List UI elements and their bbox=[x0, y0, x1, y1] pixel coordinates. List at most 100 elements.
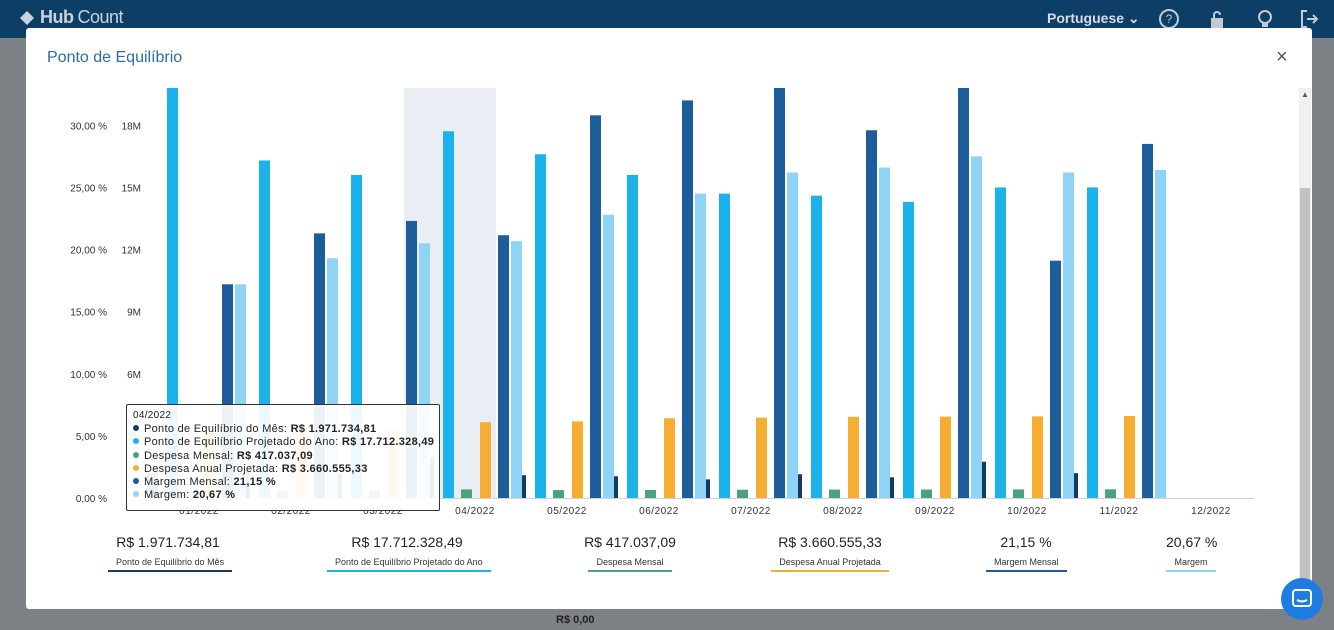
scrollbar-thumb[interactable] bbox=[1300, 188, 1310, 609]
bar-ponto-de-equil-brio-projetado-do-ano-7 bbox=[811, 195, 822, 499]
summary-label: Margem Mensal bbox=[986, 553, 1067, 572]
lock-icon[interactable] bbox=[1206, 8, 1228, 30]
bar-ponto-de-equil-brio-projetado-do-ano-10 bbox=[1087, 187, 1098, 499]
chat-button[interactable] bbox=[1281, 578, 1323, 620]
bar-despesa-mensal-4 bbox=[553, 490, 564, 498]
bar-margem-3 bbox=[511, 241, 522, 498]
bar-margem-mensal-0 bbox=[222, 284, 233, 498]
bar-despesa-anual-projetada-10 bbox=[1124, 416, 1135, 498]
y-left-tick-label: 25,00 % bbox=[70, 183, 107, 194]
bar-margem-2 bbox=[419, 243, 430, 498]
x-tick-label: 09/2022 bbox=[915, 506, 955, 517]
tooltip-row: Margem: 20,67 % bbox=[133, 489, 433, 502]
legend-dot-icon bbox=[133, 425, 139, 431]
bar-margem-6 bbox=[787, 172, 798, 498]
summary-label: Margem bbox=[1166, 553, 1216, 572]
y-right-tick-label: 9M bbox=[127, 308, 141, 319]
bar-ponto-de-equil-brio-projetado-do-ano-4 bbox=[535, 154, 546, 498]
tooltip-row: Margem Mensal: 21,15 % bbox=[133, 476, 433, 489]
x-tick-label: 08/2022 bbox=[823, 506, 863, 517]
bar-margem-mensal-9 bbox=[1050, 260, 1061, 498]
tooltip-row-label: Margem: bbox=[144, 489, 193, 502]
bar-despesa-anual-projetada-3 bbox=[480, 422, 491, 498]
tooltip-row-value: 21,15 % bbox=[233, 476, 276, 489]
bar-despesa-anual-projetada-8 bbox=[940, 416, 951, 498]
x-tick-label: 05/2022 bbox=[547, 506, 587, 517]
modal-scrollbar[interactable]: ▲ bbox=[1299, 88, 1311, 609]
tooltip-title: 04/2022 bbox=[133, 410, 172, 421]
bar-despesa-mensal-8 bbox=[921, 489, 932, 498]
y-right-tick-label: 18M bbox=[122, 121, 141, 132]
bar-ponto-de-equil-brio-projetado-do-ano-3 bbox=[443, 131, 454, 498]
bar-ponto-de-equil-brio-projetado-do-ano-0 bbox=[167, 88, 178, 498]
summary-label: Despesa Anual Projetada bbox=[771, 553, 889, 572]
bar-margem-4 bbox=[603, 214, 614, 498]
summary-value: R$ 417.037,09 bbox=[584, 534, 676, 550]
logo-text-count: Count bbox=[77, 7, 124, 27]
language-label: Portuguese bbox=[1047, 10, 1125, 26]
legend-dot-icon bbox=[133, 438, 139, 445]
y-right-tick-label: 6M bbox=[127, 370, 141, 381]
summary-ponto-ano: R$ 17.712.328,49 Ponto de Equilíbrio Pro… bbox=[327, 534, 491, 572]
bar-margem-10 bbox=[1155, 170, 1166, 498]
bar-margem-mensal-5 bbox=[682, 100, 693, 498]
bar-despesa-anual-projetada-7 bbox=[848, 416, 859, 498]
modal-title: Ponto de Equilíbrio bbox=[47, 49, 183, 66]
breakeven-chart: 0,00 % 5,00 % 10,00 % 15,00 % 20,00 % 25,00 %… bbox=[70, 88, 1254, 517]
scroll-up-icon[interactable]: ▲ bbox=[1301, 90, 1309, 99]
y-right-tick-label: 12M bbox=[122, 246, 141, 257]
x-tick-label: 01/2022 bbox=[179, 506, 219, 517]
app-logo[interactable]: Hub Count bbox=[18, 7, 124, 28]
bar-margem-0 bbox=[235, 284, 246, 498]
x-tick-label: 06/2022 bbox=[639, 506, 679, 517]
bar-despesa-mensal-7 bbox=[829, 489, 840, 498]
y-left-tick-label: 30,00 % bbox=[70, 121, 107, 132]
tooltip-row: Ponto de Equilíbrio do Mês: R$ 1.971.734… bbox=[133, 423, 433, 436]
language-selector[interactable]: Portuguese ⌄ bbox=[1047, 10, 1140, 27]
summary-ponto-mes: R$ 1.971.734,81 Ponto de Equilíbrio do M… bbox=[108, 534, 233, 572]
bar-despesa-anual-projetada-6 bbox=[756, 417, 767, 498]
bar-margem-8 bbox=[971, 156, 982, 499]
bar-margem-mensal-1 bbox=[314, 233, 325, 498]
y-left-tick-label: 20,00 % bbox=[70, 246, 107, 257]
y-left-tick-label: 5,00 % bbox=[76, 432, 107, 443]
summary-value: R$ 17.712.328,49 bbox=[351, 534, 463, 550]
summary-despesa-anual: R$ 3.660.555,33 Despesa Anual Projetada bbox=[770, 534, 890, 572]
bar-margem-mensal-2 bbox=[406, 220, 417, 498]
tooltip-row: Ponto de Equilíbrio Projetado do Ano: R$… bbox=[133, 436, 434, 449]
bar-ponto-de-equil-brio-projetado-do-ano-9 bbox=[995, 187, 1006, 499]
bar-margem-1 bbox=[327, 258, 338, 498]
tooltip-row: Despesa Mensal: R$ 417.037,09 bbox=[133, 450, 433, 463]
legend-dot-icon bbox=[133, 464, 139, 471]
tooltip-row-label: Ponto de Equilíbrio Projetado do Ano: bbox=[144, 436, 342, 449]
summary-despesa-mensal: R$ 417.037,09 Despesa Mensal bbox=[582, 534, 678, 572]
chevron-down-icon: ⌄ bbox=[1127, 10, 1140, 26]
bar-despesa-mensal-3 bbox=[461, 489, 472, 498]
x-tick-label: 10/2022 bbox=[1007, 506, 1047, 517]
bar-margem-mensal-7 bbox=[866, 130, 877, 498]
legend-dot-icon bbox=[133, 451, 139, 458]
bar-margem-7 bbox=[879, 167, 890, 499]
tooltip-row-label: Margem Mensal: bbox=[144, 476, 234, 489]
y-right-tick-label: 15M bbox=[122, 183, 141, 194]
summary-margem-mensal: 21,15 % Margem Mensal bbox=[986, 534, 1067, 572]
lightbulb-icon[interactable] bbox=[1254, 8, 1276, 30]
help-circle-icon[interactable]: ? bbox=[1158, 8, 1180, 30]
bar-despesa-mensal-9 bbox=[1013, 489, 1024, 498]
close-icon[interactable]: × bbox=[1276, 46, 1288, 68]
bar-margem-mensal-3 bbox=[498, 235, 509, 498]
logout-icon[interactable] bbox=[1298, 8, 1320, 30]
y-left-tick-label: 10,00 % bbox=[70, 370, 107, 381]
bar-despesa-anual-projetada-5 bbox=[664, 418, 675, 498]
legend-dot-icon bbox=[133, 491, 139, 498]
x-tick-label: 12/2022 bbox=[1191, 506, 1231, 517]
summary-margem: 20,67 % Margem bbox=[1166, 534, 1217, 572]
breakeven-modal: Ponto de Equilíbrio × 0,00 % 5,00 % 10,00 … bbox=[26, 28, 1312, 609]
bar-ponto-de-equil-brio-projetado-do-ano-1 bbox=[259, 160, 270, 499]
tooltip-row-label: Despesa Anual Projetada: bbox=[144, 462, 282, 475]
x-tick-label: 07/2022 bbox=[731, 506, 771, 517]
bar-despesa-mensal-10 bbox=[1105, 489, 1116, 498]
bar-margem-mensal-10 bbox=[1142, 143, 1153, 498]
summary-value: 21,15 % bbox=[1000, 534, 1052, 550]
bar-ponto-de-equil-brio-projetado-do-ano-2 bbox=[351, 174, 362, 498]
